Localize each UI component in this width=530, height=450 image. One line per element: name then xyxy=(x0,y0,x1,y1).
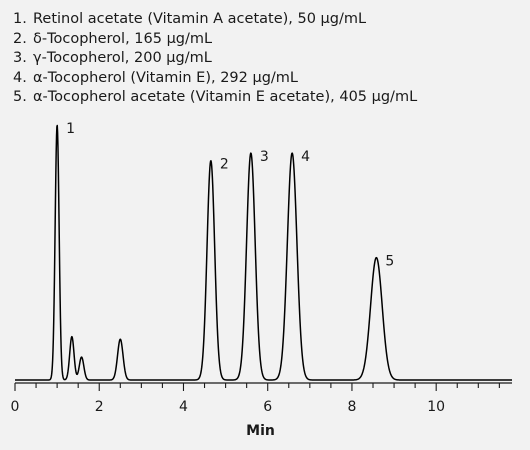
legend-item-text: Retinol acetate (Vitamin A acetate), 50 … xyxy=(33,11,367,27)
legend-item: 1. Retinol acetate (Vitamin A acetate), 5… xyxy=(13,10,417,30)
x-axis-title: Min xyxy=(246,423,275,439)
peak-label: 2 xyxy=(220,157,229,173)
legend-item-number: 2. xyxy=(13,30,27,47)
x-axis: 0 2 4 6 8 10 xyxy=(11,382,512,415)
x-tick-label: 2 xyxy=(95,399,104,415)
legend-item-number: 1. xyxy=(13,11,27,27)
peak-legend: 1. Retinol acetate (Vitamin A acetate), 5… xyxy=(13,10,417,108)
chromatogram-trace xyxy=(14,124,513,381)
legend-item-text: α-Tocopherol (Vitamin E), 292 µg/mL xyxy=(33,69,299,86)
legend-item-text: δ-Tocopherol, 165 µg/mL xyxy=(33,30,213,47)
legend-item-text: γ-Tocopherol, 200 µg/mL xyxy=(33,50,212,66)
legend-item: 4. α-Tocopherol (Vitamin E), 292 µg/mL xyxy=(13,69,417,89)
x-tick-label: 4 xyxy=(179,399,188,415)
legend-item: 5. α-Tocopherol acetate (Vitamin E acetat… xyxy=(13,88,417,108)
legend-item-number: 5. xyxy=(13,89,27,105)
legend-item-number: 4. xyxy=(13,69,27,86)
x-tick-label: 8 xyxy=(347,399,356,415)
peak-label: 1 xyxy=(66,121,75,137)
legend-item-number: 3. xyxy=(13,50,27,66)
x-tick-label: 6 xyxy=(263,399,272,415)
peak-label: 5 xyxy=(385,254,394,270)
x-tick-label: 0 xyxy=(11,399,20,415)
peak-label: 4 xyxy=(301,149,310,165)
legend-item-text: α-Tocopherol acetate (Vitamin E acetate)… xyxy=(33,89,418,105)
legend-item: 2. δ-Tocopherol, 165 µg/mL xyxy=(13,30,417,50)
x-tick-label: 10 xyxy=(427,399,445,415)
peak-label: 3 xyxy=(260,149,269,165)
chromatogram-line xyxy=(14,124,513,381)
peak-labels: 1 2 3 4 5 xyxy=(66,121,394,270)
legend-item: 3. γ-Tocopherol, 200 µg/mL xyxy=(13,49,417,69)
